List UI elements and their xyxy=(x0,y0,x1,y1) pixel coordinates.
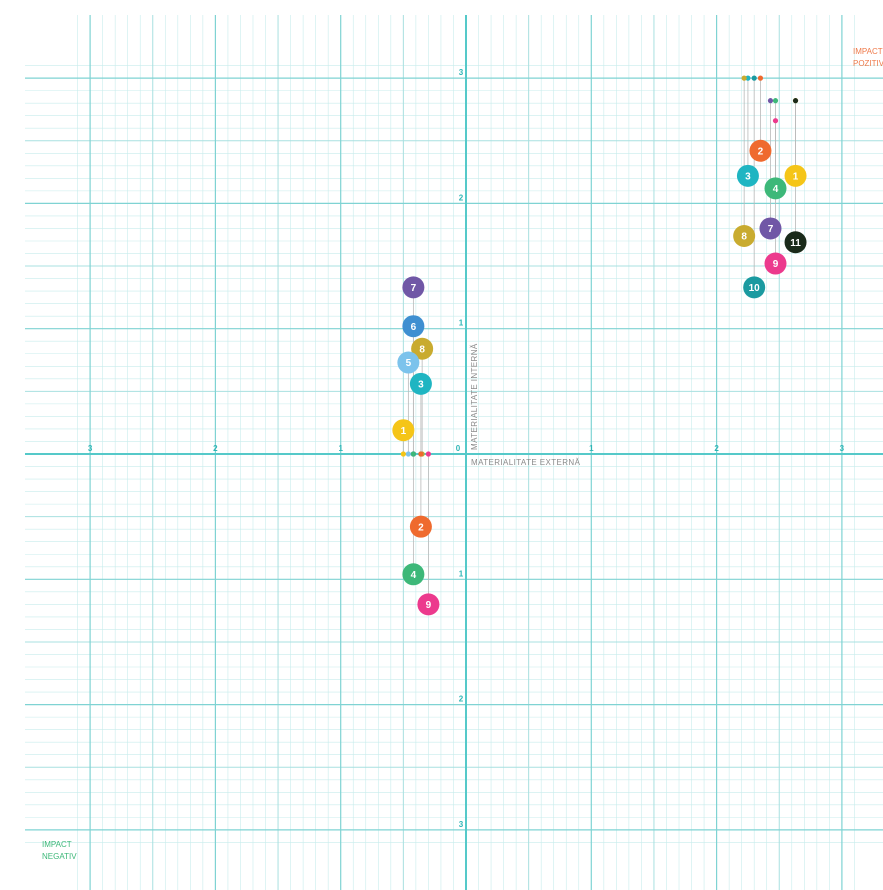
bubble-label: 7 xyxy=(411,283,417,294)
bubble-internal-upper-7 xyxy=(402,276,425,299)
anchor-dot xyxy=(741,75,747,81)
bubble-label: 5 xyxy=(406,358,412,369)
corner-positive-line2: POZITIV xyxy=(853,59,883,68)
bubble-negative-4 xyxy=(402,563,425,586)
corner-positive-line1: IMPACT xyxy=(853,47,883,56)
y-tick-label: 1 xyxy=(459,569,464,578)
bubble-internal-upper-8 xyxy=(411,337,434,360)
anchor-dot xyxy=(405,451,411,457)
bubble-internal-upper-6 xyxy=(402,315,425,338)
bubble-positive-7 xyxy=(759,217,782,240)
anchor-dot xyxy=(400,451,406,457)
bubble-label: 4 xyxy=(773,184,779,195)
anchor-dot xyxy=(425,451,432,457)
bubble-positive-11 xyxy=(784,231,807,254)
bubble-positive-2 xyxy=(749,139,772,162)
y-tick-label: 2 xyxy=(459,695,464,704)
x-tick-label: 3 xyxy=(840,444,845,453)
y-tick-label: 1 xyxy=(459,319,464,328)
anchor-dot xyxy=(418,451,424,457)
minor-gridlines xyxy=(25,15,883,890)
bubble-positive-4 xyxy=(764,177,787,200)
mid-gridlines xyxy=(25,15,883,890)
y-tick-label: 3 xyxy=(459,820,464,829)
bubble-label: 9 xyxy=(426,600,432,611)
stems xyxy=(400,75,799,605)
bubble-label: 6 xyxy=(411,322,417,333)
major-gridlines xyxy=(25,15,883,890)
bubble-internal-upper-1 xyxy=(392,419,415,442)
y-axis-label: MATERIALITATE INTERNĂ xyxy=(470,343,479,450)
y-tick-label: 2 xyxy=(459,193,464,202)
bubble-positive-1 xyxy=(784,164,807,187)
bubble-label: 1 xyxy=(793,171,799,182)
bubble-positive-9 xyxy=(764,252,787,275)
bubble-label: 10 xyxy=(749,283,761,294)
bubble-positive-3 xyxy=(736,164,759,187)
anchor-dot xyxy=(751,75,757,81)
bubble-negative-9 xyxy=(417,593,440,616)
x-axis-label: MATERIALITATE EXTERNĂ xyxy=(471,458,581,467)
bubble-label: 9 xyxy=(773,259,779,270)
x-tick-label: 1 xyxy=(338,444,343,453)
bubble-internal-upper-5 xyxy=(397,351,420,374)
anchor-dot xyxy=(772,98,779,104)
bubble-label: 1 xyxy=(401,426,407,437)
x-tick-label: 2 xyxy=(714,444,719,453)
anchor-dot xyxy=(757,75,764,81)
bubble-label: 2 xyxy=(418,522,424,533)
corner-negative-line1: IMPACT xyxy=(42,840,72,849)
corner-negative-line2: NEGATIV xyxy=(42,852,77,861)
bubble-label: 2 xyxy=(758,146,764,157)
y-tick-label: 3 xyxy=(459,68,464,77)
bubble-label: 3 xyxy=(418,379,424,390)
x-tick-label: 1 xyxy=(589,444,594,453)
bubble-positive-8 xyxy=(733,224,756,247)
bubble-label: 4 xyxy=(411,570,417,581)
anchor-dot xyxy=(745,75,751,81)
x-tick-label: 0 xyxy=(456,444,461,453)
anchor-dot xyxy=(767,98,774,104)
x-tick-label: 3 xyxy=(88,444,93,453)
bubble-internal-upper-3 xyxy=(409,372,432,395)
bubble-label: 8 xyxy=(741,232,747,243)
bubble-label: 8 xyxy=(419,344,425,355)
axes xyxy=(25,15,883,890)
bubble-negative-2 xyxy=(409,515,432,538)
bubble-label: 7 xyxy=(768,224,774,235)
bubble-positive-10 xyxy=(743,276,766,299)
bubble-label: 11 xyxy=(790,238,801,249)
anchor-dot xyxy=(410,451,416,457)
x-tick-label: 2 xyxy=(213,444,218,453)
bubble-label: 3 xyxy=(745,171,751,182)
anchor-dot xyxy=(792,98,799,104)
anchor-dot xyxy=(772,118,779,124)
